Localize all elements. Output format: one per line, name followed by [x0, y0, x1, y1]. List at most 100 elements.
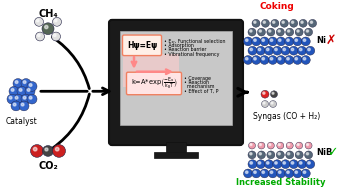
Circle shape: [25, 86, 35, 96]
Circle shape: [301, 169, 310, 178]
Circle shape: [13, 79, 23, 88]
Circle shape: [278, 144, 280, 146]
Text: • Effect of T, P: • Effect of T, P: [184, 89, 219, 94]
Circle shape: [9, 96, 12, 99]
Circle shape: [273, 21, 275, 23]
Circle shape: [252, 19, 260, 27]
Circle shape: [36, 19, 39, 22]
Circle shape: [254, 171, 256, 174]
Circle shape: [256, 46, 265, 55]
Circle shape: [260, 56, 269, 64]
Text: • Reaction barrier: • Reaction barrier: [164, 47, 206, 52]
Circle shape: [293, 37, 302, 46]
Circle shape: [288, 153, 290, 155]
Text: CH₄: CH₄: [38, 9, 58, 19]
Circle shape: [307, 144, 309, 146]
Circle shape: [42, 146, 53, 156]
Circle shape: [290, 19, 298, 27]
Circle shape: [293, 169, 302, 178]
Circle shape: [265, 160, 273, 169]
Text: • Eₓᵣ, Functional selection: • Eₓᵣ, Functional selection: [164, 39, 225, 43]
Text: Coking: Coking: [260, 2, 294, 11]
Text: • Reaction: • Reaction: [184, 80, 209, 85]
Circle shape: [7, 94, 17, 104]
Text: Ni: Ni: [316, 36, 326, 45]
Text: • Coverage: • Coverage: [184, 76, 211, 81]
Circle shape: [31, 145, 43, 157]
FancyBboxPatch shape: [122, 35, 162, 56]
Circle shape: [267, 162, 269, 164]
Circle shape: [278, 153, 280, 155]
Circle shape: [52, 145, 66, 157]
FancyBboxPatch shape: [154, 152, 198, 158]
Circle shape: [285, 37, 294, 46]
Circle shape: [21, 79, 31, 88]
Circle shape: [277, 169, 286, 178]
Text: ✓: ✓: [327, 146, 337, 159]
Circle shape: [295, 142, 303, 149]
Circle shape: [267, 151, 275, 159]
Circle shape: [288, 30, 290, 32]
Circle shape: [252, 169, 261, 178]
Circle shape: [250, 48, 252, 51]
Circle shape: [299, 19, 307, 27]
Circle shape: [268, 37, 277, 46]
Circle shape: [297, 30, 299, 32]
Circle shape: [265, 46, 273, 55]
Circle shape: [301, 21, 303, 23]
Circle shape: [303, 39, 306, 41]
Circle shape: [21, 103, 24, 106]
Circle shape: [9, 86, 19, 96]
Circle shape: [250, 153, 252, 155]
Circle shape: [19, 101, 29, 111]
Circle shape: [269, 30, 271, 32]
Circle shape: [270, 171, 273, 174]
Circle shape: [256, 160, 265, 169]
Circle shape: [52, 32, 61, 41]
Circle shape: [310, 21, 313, 23]
Circle shape: [306, 153, 309, 155]
FancyBboxPatch shape: [123, 54, 179, 87]
Text: Increased Stability: Increased Stability: [236, 178, 326, 187]
Circle shape: [269, 101, 277, 107]
Circle shape: [288, 144, 290, 146]
Circle shape: [275, 48, 277, 51]
Circle shape: [21, 94, 31, 104]
Circle shape: [285, 56, 294, 64]
Circle shape: [286, 28, 294, 36]
Circle shape: [291, 48, 294, 51]
Circle shape: [248, 142, 256, 149]
Circle shape: [44, 25, 48, 29]
Circle shape: [278, 171, 281, 174]
Circle shape: [286, 142, 293, 149]
Circle shape: [11, 101, 21, 111]
Circle shape: [278, 39, 281, 41]
Circle shape: [250, 30, 252, 32]
Circle shape: [281, 160, 290, 169]
Circle shape: [295, 171, 298, 174]
Circle shape: [261, 90, 269, 98]
Circle shape: [23, 81, 26, 84]
Circle shape: [250, 144, 252, 146]
Circle shape: [246, 171, 248, 174]
Circle shape: [56, 147, 59, 151]
Circle shape: [267, 48, 269, 51]
Circle shape: [17, 86, 27, 96]
Circle shape: [15, 81, 18, 84]
Circle shape: [293, 56, 302, 64]
Circle shape: [257, 28, 266, 36]
Circle shape: [254, 39, 256, 41]
Circle shape: [263, 21, 266, 23]
Circle shape: [298, 160, 307, 169]
Text: CO₂: CO₂: [38, 161, 58, 171]
Circle shape: [277, 56, 286, 64]
Circle shape: [269, 144, 271, 146]
Circle shape: [258, 142, 265, 149]
Circle shape: [305, 28, 313, 36]
Circle shape: [306, 30, 309, 32]
Circle shape: [250, 162, 252, 164]
FancyBboxPatch shape: [126, 72, 182, 95]
Circle shape: [267, 142, 274, 149]
Circle shape: [298, 46, 307, 55]
Circle shape: [19, 88, 22, 91]
